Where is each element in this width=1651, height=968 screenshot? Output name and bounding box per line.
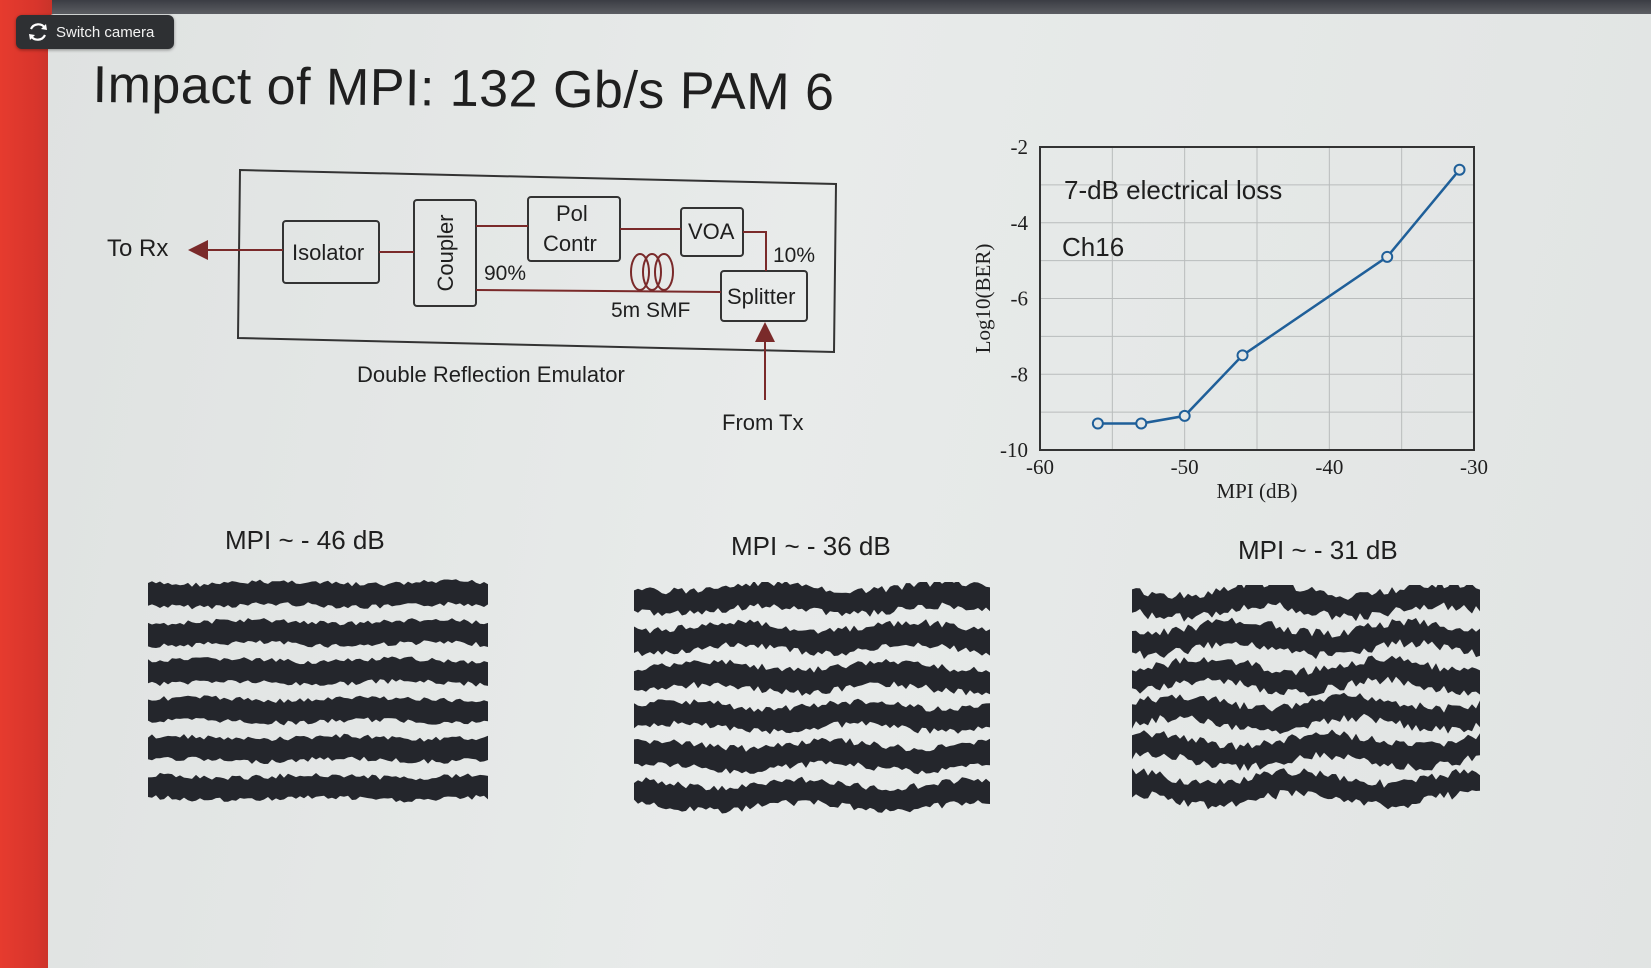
camera-rotate-icon (29, 23, 47, 41)
eye-level-band (148, 656, 488, 687)
y-tick-label: -8 (1011, 362, 1029, 386)
x-tick-label: -30 (1460, 455, 1488, 479)
eye-level-band (634, 619, 990, 657)
ber-data-point (1178, 409, 1191, 422)
eye-level-band (1132, 692, 1480, 734)
ber-data-point (1135, 417, 1148, 430)
fiber-length-label: 5m SMF (611, 299, 691, 322)
ber-data-point (1091, 417, 1104, 430)
eye-level-band (148, 579, 488, 610)
eye-diagram-31db (1132, 585, 1480, 810)
x-tick-label: -60 (1026, 455, 1054, 479)
ber-data-point (1236, 349, 1249, 362)
x-tick-label: -50 (1171, 455, 1199, 479)
y-tick-label: -10 (1000, 438, 1028, 462)
y-tick-label: -4 (1011, 211, 1029, 235)
annotation-channel: Ch16 (1062, 232, 1124, 262)
x-tick-label: -40 (1315, 455, 1343, 479)
eye-level-band (1132, 768, 1480, 810)
ratio-10-label: 10% (773, 244, 816, 267)
eye-level-band (1132, 617, 1480, 659)
eye-label-36db: MPI ~ - 36 dB (731, 531, 891, 561)
y-tick-label: -6 (1011, 287, 1029, 311)
switch-camera-button[interactable]: Switch camera (16, 15, 174, 49)
eye-level-band (634, 776, 990, 814)
x-axis-label: MPI (dB) (1216, 479, 1297, 503)
to-rx-label: To Rx (107, 235, 169, 262)
eye-level-band (148, 772, 488, 803)
eye-level-band (148, 618, 488, 648)
isolator-label: Isolator (292, 240, 365, 265)
slide-accent-bar (0, 0, 52, 968)
eye-level-band (634, 659, 990, 696)
emulator-outline (236, 168, 838, 354)
eye-level-band (1132, 655, 1480, 697)
eye-label-46db: MPI ~ - 46 dB (225, 525, 385, 555)
ratio-90-label: 90% (484, 262, 527, 285)
y-axis-label: Log10(BER) (971, 244, 995, 354)
y-tick-label: -2 (1011, 135, 1029, 159)
splitter-box (720, 270, 808, 322)
ber-series-line (1097, 168, 1461, 425)
eye-diagram-36db (634, 582, 990, 814)
eye-level-band (1132, 729, 1480, 771)
eye-diagram-46db (148, 579, 488, 803)
eye-level-band (634, 737, 990, 775)
eye-level-band (148, 733, 488, 764)
ber-data-point (1453, 163, 1466, 176)
eye-label-31db: MPI ~ - 31 dB (1238, 535, 1398, 565)
eye-level-band (148, 695, 488, 726)
annotation-loss: 7-dB electrical loss (1064, 175, 1282, 205)
plot-frame (1039, 146, 1475, 451)
eye-level-band (634, 582, 990, 617)
eye-level-band (634, 698, 990, 735)
pol-label: Pol (556, 201, 588, 226)
eye-level-band (1132, 585, 1480, 622)
emulator-caption: Double Reflection Emulator (357, 362, 625, 387)
splitter-label: Splitter (727, 284, 796, 309)
ber-data-point (1381, 250, 1394, 263)
from-tx-label: From Tx (722, 410, 804, 435)
contr-label: Contr (543, 231, 597, 256)
slide-canvas (48, 14, 1651, 968)
voa-label: VOA (688, 219, 735, 244)
switch-camera-label: Switch camera (56, 23, 155, 41)
fiber-coil-icon (630, 253, 674, 291)
